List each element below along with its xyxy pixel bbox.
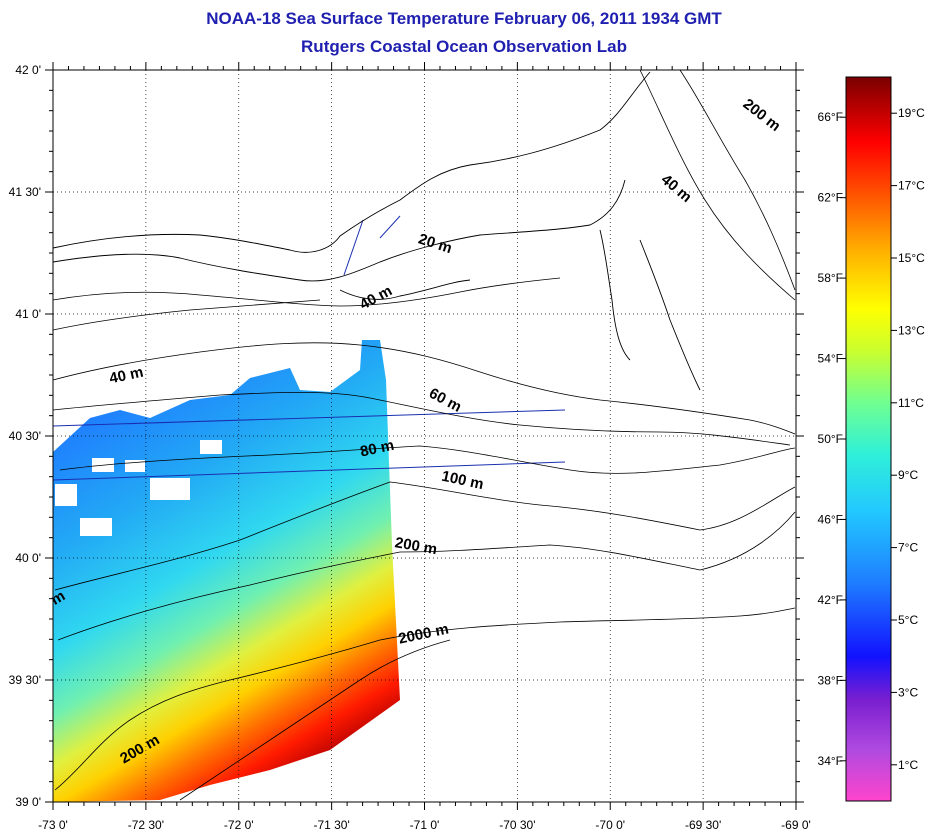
fahrenheit-label: 62°F — [818, 191, 843, 205]
fahrenheit-label: 58°F — [818, 271, 843, 285]
isobath-label: 200 m — [394, 534, 439, 558]
fahrenheit-label: 50°F — [818, 432, 843, 446]
celsius-label: 19°C — [898, 106, 925, 120]
celsius-label: 1°C — [898, 758, 918, 772]
sst-data-area — [53, 340, 400, 802]
fahrenheit-label: 34°F — [818, 754, 843, 768]
fahrenheit-label: 38°F — [818, 673, 843, 687]
lon-label: -69 30' — [685, 818, 721, 832]
lat-label: 40 0' — [15, 551, 41, 565]
celsius-label: 13°C — [898, 323, 925, 337]
cloud-mask — [200, 440, 222, 454]
isobath-label: 100 m — [440, 468, 485, 493]
sst-swath — [53, 340, 400, 802]
fahrenheit-label: 54°F — [818, 352, 843, 366]
coastline — [52, 71, 701, 391]
colorbar — [845, 76, 892, 802]
celsius-label: 15°C — [898, 251, 925, 265]
map-subtitle: Rutgers Coastal Ocean Observation Lab — [301, 37, 627, 56]
lon-label: -71 30' — [313, 818, 349, 832]
satellite-track-lines — [52, 215, 566, 481]
lat-label: 39 30' — [9, 673, 41, 687]
isobath-label: 40 m — [108, 364, 145, 388]
celsius-label: 3°C — [898, 685, 918, 699]
cloud-mask — [80, 518, 112, 536]
lat-label: 40 30' — [9, 429, 41, 443]
isobaths — [52, 69, 796, 801]
fahrenheit-label: 66°F — [818, 110, 843, 124]
fahrenheit-label: 46°F — [818, 512, 843, 526]
isobath-label: 40 m — [658, 171, 695, 206]
lon-label: -69 0' — [781, 818, 811, 832]
tick-marks — [45, 62, 804, 810]
celsius-label: 5°C — [898, 613, 918, 627]
celsius-label: 7°C — [898, 541, 918, 555]
lon-label: -72 0' — [224, 818, 254, 832]
isobath-label: 20 m — [416, 230, 454, 257]
colorbar-fahrenheit-labels: 66°F 62°F 58°F 54°F 50°F 46°F 42°F 38°F 34°F — [818, 110, 846, 768]
longitude-labels: -73 0' -72 30' -72 0' -71 30' -71 0' -70 30' -… — [38, 818, 811, 832]
lat-label: 42 0' — [15, 63, 41, 77]
colorbar-celsius-labels: 19°C 17°C 15°C 13°C 11°C 9°C 7°C 5°C 3°C 1°C — [891, 106, 925, 772]
lat-label: 41 0' — [15, 307, 41, 321]
lat-label: 39 0' — [15, 795, 41, 809]
cloud-mask — [55, 484, 77, 506]
celsius-label: 9°C — [898, 468, 918, 482]
isobath-label: 2000 m — [397, 621, 450, 648]
celsius-label: 17°C — [898, 179, 925, 193]
isobath-label: 80 m — [359, 437, 396, 461]
isobath-label: 200 m — [740, 95, 784, 135]
lon-label: -70 30' — [499, 818, 535, 832]
lon-label: -72 30' — [128, 818, 164, 832]
lon-label: -73 0' — [38, 818, 68, 832]
lat-label: 41 30' — [9, 185, 41, 199]
isobath-label: 60 m — [426, 385, 464, 416]
isobath-label: 40 m — [357, 282, 395, 313]
lon-label: -71 0' — [410, 818, 440, 832]
cloud-mask — [150, 478, 190, 500]
latitude-labels: 42 0' 41 30' 41 0' 40 30' 40 0' 39 30' 39 0' — [9, 63, 41, 809]
map-title: NOAA-18 Sea Surface Temperature February… — [206, 9, 722, 28]
celsius-label: 11°C — [898, 396, 924, 410]
lon-label: -70 0' — [595, 818, 625, 832]
fahrenheit-label: 42°F — [818, 593, 843, 607]
